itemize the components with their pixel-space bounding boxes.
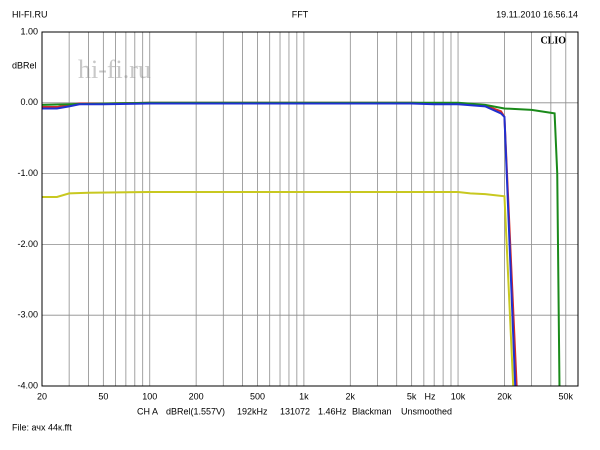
x-tick-label: 5k: [407, 391, 417, 401]
setting: 192kHz: [237, 406, 268, 416]
x-tick-label: 500: [250, 391, 265, 401]
x-tick-label: 200: [189, 391, 204, 401]
x-tick-label: 50: [98, 391, 108, 401]
y-tick-label: 1.00: [20, 26, 38, 36]
series-line: [42, 102, 517, 386]
x-tick-label: 2k: [346, 391, 356, 401]
header-right: 19.11.2010 16.56.14: [496, 9, 578, 19]
x-tick-label: 20k: [497, 391, 512, 401]
setting: 131072: [280, 406, 310, 416]
x-tick-label: 50k: [559, 391, 574, 401]
y-axis-label: dBRel: [12, 60, 37, 70]
brand: CLIO: [540, 35, 566, 46]
x-axis-label: Hz: [425, 391, 436, 401]
chart-title: FFT: [292, 9, 309, 19]
x-tick-label: 10k: [451, 391, 466, 401]
setting: CH A: [137, 406, 158, 416]
series-line: [42, 191, 515, 386]
x-tick-label: 100: [142, 391, 157, 401]
y-tick-label: 0.00: [20, 97, 38, 107]
y-tick-label: -4.00: [17, 380, 38, 390]
x-tick-label: 1k: [299, 391, 309, 401]
y-tick-label: -1.00: [17, 168, 38, 178]
y-tick-label: -2.00: [17, 239, 38, 249]
watermark: hi-fi.ru: [78, 55, 151, 84]
file-name: File: ачх 44к.fft: [12, 422, 72, 432]
setting: Unsmoothed: [401, 406, 452, 416]
header-left: HI-FI.RU: [12, 9, 48, 19]
setting: dBRel(1.557V): [166, 406, 225, 416]
setting: Blackman: [352, 406, 392, 416]
plot-border: [41, 31, 579, 387]
x-tick-label: 20: [37, 391, 47, 401]
y-tick-label: -3.00: [17, 310, 38, 320]
setting: 1.46Hz: [318, 406, 347, 416]
